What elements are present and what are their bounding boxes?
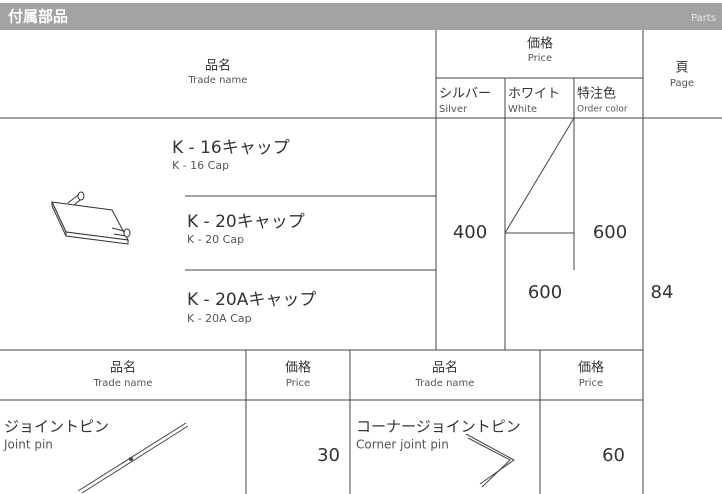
item-name: K - 20Aキャップ xyxy=(187,290,316,310)
header-color-en: Silver xyxy=(439,104,468,115)
header-page: 頁 xyxy=(675,61,688,76)
corner-pin-image xyxy=(465,433,515,488)
header-price-en: Price xyxy=(528,53,552,64)
price: 60 xyxy=(602,445,625,466)
header-bar xyxy=(0,3,722,30)
section-title-en: Parts xyxy=(691,13,716,24)
item-name-en: K - 20 Cap xyxy=(187,233,244,246)
header-price: 価格 xyxy=(527,36,553,52)
item-name: コーナージョイントピン xyxy=(356,418,521,436)
price-order: 600 xyxy=(593,222,627,243)
item-name: ジョイントピン xyxy=(4,418,109,436)
price-silver: 400 xyxy=(453,222,487,243)
header-price: 価格 xyxy=(285,360,311,376)
header-name: 品名 xyxy=(432,360,458,376)
price: 30 xyxy=(317,445,340,466)
item-name: K - 20キャップ xyxy=(187,212,305,232)
header-color: ホワイト xyxy=(508,87,560,102)
header-color: 特注色 xyxy=(577,86,616,102)
table-lines xyxy=(0,30,722,494)
header-name: 品名 xyxy=(110,360,136,376)
pin-image xyxy=(77,422,189,494)
header-color: シルバー xyxy=(439,87,491,102)
cap-image xyxy=(51,191,131,245)
header-name-en: Trade name xyxy=(188,75,248,86)
item-name: K - 16キャップ xyxy=(172,138,290,158)
price-white: 600 xyxy=(528,282,562,303)
header-price-en: Price xyxy=(286,378,310,389)
header-page-en: Page xyxy=(670,78,694,89)
header-name-en: Trade name xyxy=(93,378,153,389)
header-name: 品名 xyxy=(205,58,231,74)
header-price-en: Price xyxy=(579,378,603,389)
header-color-en: Order color xyxy=(577,105,628,115)
item-name-en: K - 20A Cap xyxy=(187,312,252,325)
header-name-en: Trade name xyxy=(415,378,475,389)
item-name-en: K - 16 Cap xyxy=(172,159,229,172)
header-color-en: White xyxy=(508,104,537,115)
page-number: 84 xyxy=(651,282,674,303)
item-name-en: Joint pin xyxy=(3,438,53,452)
header-price: 価格 xyxy=(578,360,604,376)
item-name-en: Corner joint pin xyxy=(356,438,449,452)
section-title: 付属部品 xyxy=(8,8,68,26)
